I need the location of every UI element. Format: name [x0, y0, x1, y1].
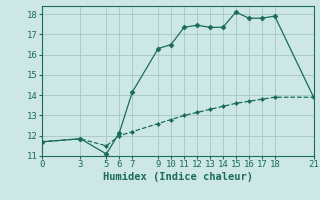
X-axis label: Humidex (Indice chaleur): Humidex (Indice chaleur)	[103, 172, 252, 182]
